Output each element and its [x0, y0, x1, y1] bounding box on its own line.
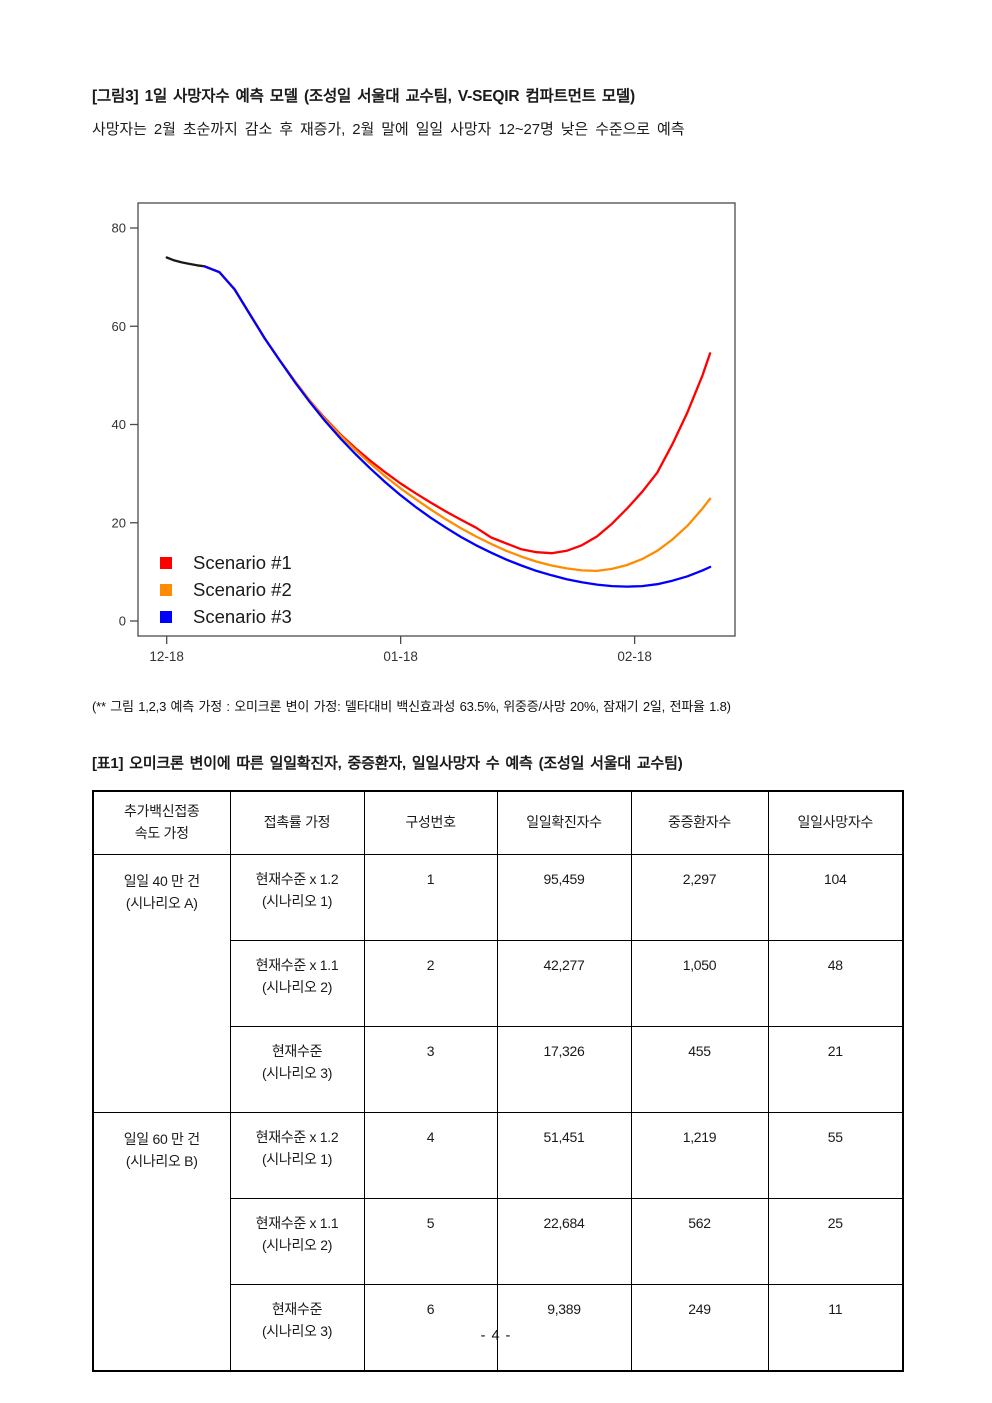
y-axis-tick-label: 60 — [112, 319, 126, 334]
cell-deaths: 104 — [767, 854, 904, 941]
cell-confirmed: 51,451 — [496, 1112, 632, 1199]
cell-severe: 1,219 — [630, 1112, 769, 1199]
death-forecast-chart: 0 20 40 60 80 12-18 01-18 02-18 Scenario #1 Scena… — [98, 193, 748, 688]
cell-contact: 현재수준 (시나리오 3) — [229, 1026, 365, 1113]
cell-confirmed: 95,459 — [496, 854, 632, 941]
cell-severe: 455 — [630, 1026, 769, 1113]
legend-label-2: Scenario #2 — [193, 579, 292, 600]
header-vaccine-speed: 추가백신접종 속도 가정 — [92, 790, 231, 855]
legend-label-3: Scenario #3 — [193, 606, 292, 627]
page-number: - 4 - — [480, 1328, 512, 1344]
table-row: 현재수준 x 1.1 (시나리오 2) 2 42,277 1,050 48 — [93, 940, 904, 1027]
cell-config-number: 1 — [363, 854, 498, 941]
cell-contact: 현재수준 x 1.1 (시나리오 2) — [229, 1198, 365, 1285]
cell-severe: 1,050 — [630, 940, 769, 1027]
header-config-number: 구성번호 — [363, 790, 498, 855]
y-axis-tick-label: 0 — [119, 614, 126, 629]
header-daily-confirmed: 일일확진자수 — [496, 790, 632, 855]
cell-deaths: 11 — [767, 1284, 904, 1372]
cell-contact: 현재수준 (시나리오 3) — [229, 1284, 365, 1372]
cell-confirmed: 22,684 — [496, 1198, 632, 1285]
plot-box — [137, 202, 736, 637]
table-row: 현재수준 (시나리오 3) 6 9,389 249 11 — [93, 1284, 904, 1372]
cell-deaths: 48 — [767, 940, 904, 1027]
table-row: 일일 60 만 건 (시나리오 B) 현재수준 x 1.2 (시나리오 1) 4… — [92, 1112, 904, 1372]
legend-swatch-3 — [160, 611, 172, 623]
cell-config-number: 5 — [363, 1198, 498, 1285]
cell-config-number: 4 — [363, 1112, 498, 1199]
cell-contact: 현재수준 x 1.2 (시나리오 1) — [229, 1112, 365, 1199]
y-axis-tick-label: 20 — [112, 515, 126, 530]
legend-swatch-1 — [160, 557, 172, 569]
group-scenario-b: 일일 60 만 건 (시나리오 B) — [92, 1112, 231, 1372]
x-axis-tick-label: 02-18 — [617, 649, 652, 664]
cell-confirmed: 9,389 — [496, 1284, 632, 1372]
cell-contact: 현재수준 x 1.1 (시나리오 2) — [229, 940, 365, 1027]
series-line-scenario-3 — [203, 265, 712, 588]
series-line-scenario-2 — [203, 265, 712, 573]
y-axis-tick-label: 80 — [112, 221, 126, 236]
legend-label-1: Scenario #1 — [193, 552, 292, 573]
cell-confirmed: 42,277 — [496, 940, 632, 1027]
header-contact-rate: 접촉률 가정 — [229, 790, 365, 855]
cell-severe: 2,297 — [630, 854, 769, 941]
table-row: 현재수준 x 1.1 (시나리오 2) 5 22,684 562 25 — [93, 1198, 904, 1285]
cell-config-number: 3 — [363, 1026, 498, 1113]
y-axis-tick-label: 40 — [112, 417, 126, 432]
x-axis-tick-label: 12-18 — [149, 649, 184, 664]
series-line-observed — [165, 256, 206, 268]
cell-severe: 249 — [630, 1284, 769, 1372]
header-daily-deaths: 일일사망자수 — [767, 790, 904, 855]
table1-title: [표1] 오미크론 변이에 따른 일일확진자, 중증환자, 일일사망자 수 예측… — [92, 755, 683, 772]
cell-deaths: 55 — [767, 1112, 904, 1199]
group-scenario-a: 일일 40 만 건 (시나리오 A) — [92, 854, 231, 1113]
cell-contact: 현재수준 x 1.2 (시나리오 1) — [229, 854, 365, 941]
cell-deaths: 21 — [767, 1026, 904, 1113]
cell-confirmed: 17,326 — [496, 1026, 632, 1113]
series-line-scenario-1 — [203, 265, 712, 555]
line-chart-canvas: 0 20 40 60 80 12-18 01-18 02-18 Scenario #1 Scena… — [112, 202, 736, 664]
cell-config-number: 2 — [363, 940, 498, 1027]
cell-severe: 562 — [630, 1198, 769, 1285]
figure-footnote: (** 그림 1,2,3 예측 가정 : 오미크론 변이 가정: 델타대비 백신… — [92, 699, 731, 714]
x-axis-tick-label: 01-18 — [383, 649, 418, 664]
figure3-title: [그림3] 1일 사망자수 예측 모델 (조성일 서울대 교수팀, V-SEQI… — [92, 88, 635, 105]
table-header-row: 추가백신접종 속도 가정 접촉률 가정 구성번호 일일확진자수 중증환자수 일일… — [92, 790, 904, 855]
forecast-table: 추가백신접종 속도 가정 접촉률 가정 구성번호 일일확진자수 중증환자수 일일… — [92, 790, 904, 1372]
cell-config-number: 6 — [363, 1284, 498, 1372]
table-row: 현재수준 (시나리오 3) 3 17,326 455 21 — [93, 1026, 904, 1113]
figure3-subtitle: 사망자는 2월 초순까지 감소 후 재증가, 2월 말에 일일 사망자 12~2… — [92, 121, 685, 138]
cell-deaths: 25 — [767, 1198, 904, 1285]
header-severe-cases: 중증환자수 — [630, 790, 769, 855]
legend-swatch-2 — [160, 584, 172, 596]
table-row: 일일 40 만 건 (시나리오 A) 현재수준 x 1.2 (시나리오 1) 1… — [92, 854, 904, 1113]
